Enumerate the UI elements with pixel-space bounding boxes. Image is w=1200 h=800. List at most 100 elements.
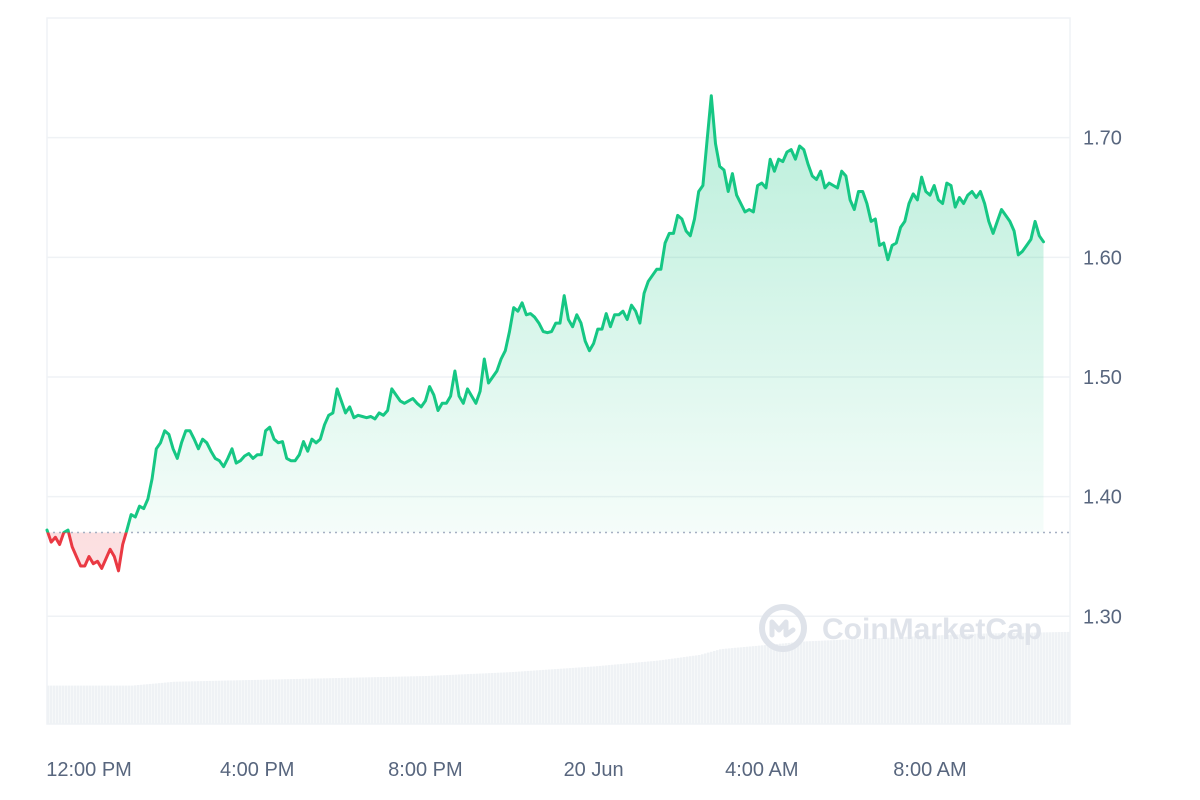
volume-bar: [968, 633, 971, 724]
volume-bar: [479, 673, 482, 724]
volume-bar: [320, 678, 323, 724]
volume-bar: [1037, 632, 1040, 724]
volume-bar: [344, 677, 347, 724]
price-area: [47, 95, 1044, 571]
volume-bar: [839, 639, 842, 724]
volume-bar: [434, 675, 437, 724]
volume-bar: [851, 639, 854, 724]
volume-bar: [671, 658, 674, 724]
volume-bar: [560, 668, 563, 724]
volume-bar: [473, 673, 476, 724]
volume-bar: [725, 648, 728, 724]
volume-bar: [956, 634, 959, 724]
volume-bar: [593, 666, 596, 724]
watermark: CoinMarketCap: [759, 604, 1042, 652]
volume-bar: [503, 672, 506, 724]
volume-bar: [119, 685, 122, 724]
volume-bar: [662, 659, 665, 724]
volume-bar: [209, 680, 212, 724]
volume-bar: [590, 666, 593, 724]
volume-bar: [668, 659, 671, 724]
y-tick-label: 1.30: [1083, 606, 1122, 628]
volume-bar: [617, 664, 620, 724]
volume-bar: [701, 654, 704, 724]
volume-bar: [824, 640, 827, 724]
volume-bar: [878, 638, 881, 724]
volume-bar: [1067, 631, 1070, 724]
volume-bar: [251, 679, 254, 724]
volume-bar: [566, 668, 569, 724]
volume-bar: [68, 685, 71, 724]
volume-bar: [536, 670, 539, 724]
volume-bar: [545, 669, 548, 724]
volume-bar: [1028, 632, 1031, 724]
volume-bar: [959, 634, 962, 724]
volume-bar: [977, 633, 980, 724]
volume-bars: [47, 631, 1070, 724]
volume-bar: [215, 680, 218, 724]
volume-bar: [254, 679, 257, 724]
volume-bar: [677, 657, 680, 724]
volume-bar: [962, 634, 965, 724]
volume-bar: [659, 660, 662, 724]
volume-bar: [728, 648, 731, 724]
volume-bar: [896, 637, 899, 724]
volume-bar: [935, 635, 938, 724]
volume-bar: [551, 669, 554, 724]
volume-bar: [239, 680, 242, 724]
volume-bar: [296, 678, 299, 724]
volume-bar: [911, 636, 914, 724]
volume-bar: [314, 678, 317, 724]
volume-bar: [653, 660, 656, 724]
volume-bar: [815, 640, 818, 724]
volume-bar: [458, 674, 461, 724]
volume-bar: [1055, 632, 1058, 724]
volume-bar: [368, 677, 371, 724]
volume-bar: [326, 678, 329, 724]
volume-bar: [452, 674, 455, 724]
volume-bar: [95, 685, 98, 724]
volume-bar: [356, 677, 359, 724]
watermark-text: CoinMarketCap: [822, 613, 1042, 646]
volume-bar: [455, 674, 458, 724]
volume-bar: [794, 642, 797, 724]
volume-bar: [362, 677, 365, 724]
volume-bar: [707, 652, 710, 724]
volume-bar: [227, 680, 230, 724]
volume-bar: [431, 675, 434, 724]
volume-bar: [596, 666, 599, 724]
volume-bar: [986, 633, 989, 724]
volume-bar: [983, 633, 986, 724]
volume-bar: [830, 640, 833, 724]
volume-bar: [131, 685, 134, 724]
x-tick-label: 20 Jun: [564, 759, 624, 781]
volume-bar: [866, 638, 869, 724]
price-area-down: [47, 532, 127, 571]
volume-bar: [836, 639, 839, 724]
volume-bar: [539, 670, 542, 724]
volume-bar: [782, 643, 785, 724]
volume-bar: [1025, 632, 1028, 724]
volume-bar: [998, 633, 1001, 724]
volume-bar: [152, 683, 155, 724]
volume-bar: [950, 634, 953, 724]
volume-bar: [980, 633, 983, 724]
volume-bar: [236, 680, 239, 724]
volume-bar: [944, 635, 947, 724]
x-tick-label: 12:00 PM: [46, 759, 132, 781]
volume-bar: [992, 633, 995, 724]
volume-bar: [125, 685, 128, 724]
volume-bar: [194, 681, 197, 724]
volume-bar: [161, 682, 164, 724]
volume-bar: [779, 643, 782, 724]
volume-bar: [692, 655, 695, 724]
volume-bar: [797, 642, 800, 724]
volume-bar: [953, 634, 956, 724]
volume-bar: [266, 679, 269, 724]
volume-bar: [386, 676, 389, 724]
volume-bar: [383, 676, 386, 724]
volume-bar: [899, 637, 902, 724]
volume-bar: [581, 667, 584, 724]
volume-bar: [302, 678, 305, 724]
volume-bar: [83, 685, 86, 724]
